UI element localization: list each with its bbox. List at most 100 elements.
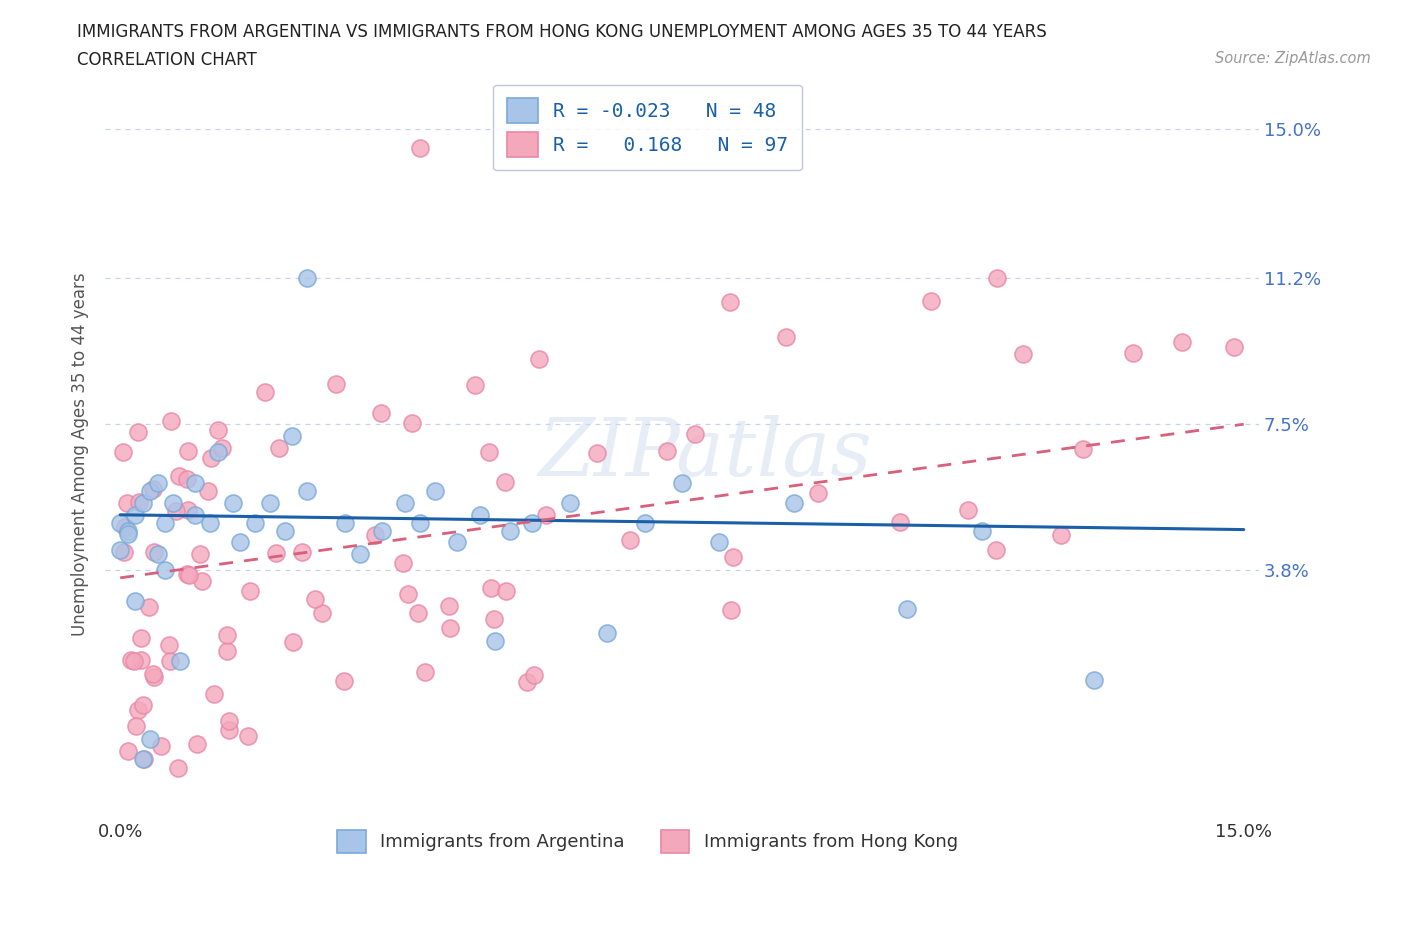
- Point: [482, 612, 505, 627]
- Point: [150, 738, 173, 753]
- Point: [586, 445, 609, 460]
- Point: [527, 352, 550, 366]
- Point: [131, 751, 153, 766]
- Point: [619, 533, 641, 548]
- Point: [671, 476, 693, 491]
- Point: [920, 294, 942, 309]
- Point: [176, 472, 198, 486]
- Point: [162, 496, 184, 511]
- Point: [139, 484, 162, 498]
- Point: [117, 527, 139, 542]
- Point: [202, 687, 225, 702]
- Point: [131, 496, 153, 511]
- Point: [191, 574, 214, 589]
- Point: [177, 502, 200, 517]
- Point: [184, 508, 207, 523]
- Point: [495, 584, 517, 599]
- Point: [633, 515, 655, 530]
- Point: [129, 653, 152, 668]
- Point: [657, 444, 679, 458]
- Point: [186, 737, 208, 751]
- Point: [108, 515, 131, 530]
- Point: [721, 550, 744, 565]
- Point: [409, 515, 432, 530]
- Text: ZIPatlas: ZIPatlas: [538, 415, 872, 493]
- Point: [371, 523, 394, 538]
- Point: [153, 515, 176, 530]
- Point: [264, 546, 287, 561]
- Point: [423, 484, 446, 498]
- Point: [956, 502, 979, 517]
- Point: [112, 545, 135, 560]
- Point: [215, 628, 238, 643]
- Point: [1011, 347, 1033, 362]
- Point: [211, 441, 233, 456]
- Point: [297, 484, 319, 498]
- Point: [394, 496, 416, 511]
- Point: [132, 751, 155, 766]
- Point: [718, 295, 741, 310]
- Point: [536, 508, 558, 523]
- Text: IMMIGRANTS FROM ARGENTINA VS IMMIGRANTS FROM HONG KONG UNEMPLOYMENT AMONG AGES 3: IMMIGRANTS FROM ARGENTINA VS IMMIGRANTS …: [77, 23, 1047, 41]
- Point: [775, 329, 797, 344]
- Point: [146, 476, 169, 491]
- Point: [188, 547, 211, 562]
- Point: [129, 631, 152, 645]
- Point: [229, 535, 252, 550]
- Point: [401, 416, 423, 431]
- Point: [177, 568, 200, 583]
- Point: [177, 444, 200, 458]
- Point: [128, 495, 150, 510]
- Point: [468, 508, 491, 523]
- Point: [499, 523, 522, 538]
- Point: [409, 141, 432, 156]
- Point: [464, 378, 486, 392]
- Point: [896, 602, 918, 617]
- Point: [198, 515, 221, 530]
- Point: [396, 587, 419, 602]
- Point: [127, 425, 149, 440]
- Point: [143, 670, 166, 684]
- Point: [207, 423, 229, 438]
- Point: [304, 591, 326, 606]
- Point: [146, 547, 169, 562]
- Point: [243, 515, 266, 530]
- Point: [1071, 442, 1094, 457]
- Point: [269, 440, 291, 455]
- Point: [558, 496, 581, 511]
- Point: [138, 599, 160, 614]
- Point: [238, 729, 260, 744]
- Point: [117, 744, 139, 759]
- Point: [439, 621, 461, 636]
- Point: [494, 475, 516, 490]
- Point: [143, 545, 166, 560]
- Point: [1049, 528, 1071, 543]
- Point: [127, 703, 149, 718]
- Text: CORRELATION CHART: CORRELATION CHART: [77, 51, 257, 69]
- Point: [283, 635, 305, 650]
- Point: [142, 482, 165, 497]
- Point: [197, 484, 219, 498]
- Point: [783, 496, 806, 511]
- Point: [124, 594, 146, 609]
- Point: [290, 545, 312, 560]
- Point: [157, 637, 180, 652]
- Point: [200, 451, 222, 466]
- Point: [124, 508, 146, 523]
- Point: [516, 674, 538, 689]
- Point: [970, 523, 993, 538]
- Point: [108, 543, 131, 558]
- Point: [169, 653, 191, 668]
- Point: [142, 667, 165, 682]
- Point: [311, 605, 333, 620]
- Point: [114, 520, 136, 535]
- Point: [596, 626, 619, 641]
- Point: [332, 674, 354, 689]
- Point: [115, 496, 138, 511]
- Point: [207, 445, 229, 459]
- Point: [184, 476, 207, 491]
- Point: [259, 496, 281, 511]
- Point: [685, 427, 707, 442]
- Point: [153, 563, 176, 578]
- Point: [111, 445, 134, 459]
